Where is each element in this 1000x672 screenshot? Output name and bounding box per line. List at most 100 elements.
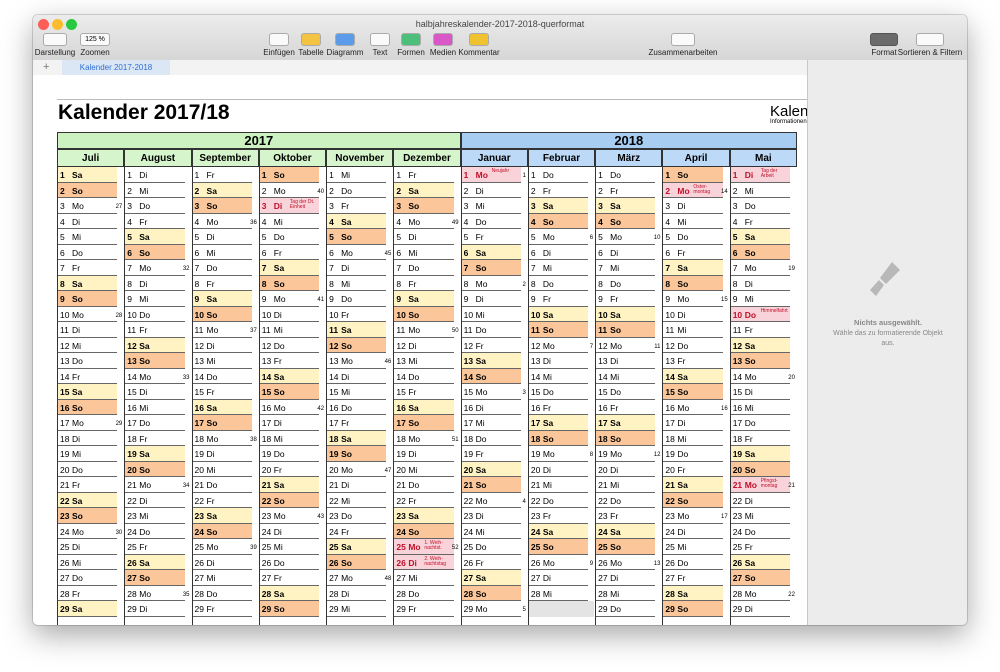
- weekday: Fr: [139, 216, 148, 227]
- day-number: 13: [732, 356, 743, 366]
- column-border: [258, 167, 326, 625]
- day-cell: 23 Mo 43: [259, 508, 324, 524]
- day-number: 18: [127, 433, 137, 444]
- weekday: Di: [139, 278, 148, 289]
- minimize-button[interactable]: [52, 19, 63, 30]
- day-number: 16: [732, 402, 743, 413]
- weekday: Fr: [408, 604, 417, 614]
- weekday: Do: [475, 542, 487, 552]
- week-number: 12: [653, 452, 661, 458]
- day-number: 23: [732, 511, 743, 521]
- weekday: So: [610, 325, 622, 335]
- day-number: 24: [530, 526, 541, 537]
- week-number: 49: [451, 219, 459, 226]
- day-number: 22: [60, 495, 70, 506]
- day-number: 16: [261, 402, 272, 413]
- day-cell: 25 Mo 52 1. Weih- nachtst.: [394, 539, 459, 555]
- day-cell: 19 Mo 8: [528, 446, 593, 462]
- day-cell: 27 Di: [528, 570, 589, 586]
- format-icon[interactable]: [870, 33, 898, 46]
- day-number: 8: [665, 278, 671, 289]
- collaborate-icon[interactable]: [671, 33, 695, 46]
- day-number: 27: [194, 573, 204, 583]
- day-cell: 15 Di: [730, 384, 790, 400]
- day-cell: 3 Fr: [327, 198, 387, 214]
- sort-icon[interactable]: [916, 33, 944, 46]
- add-sheet[interactable]: +: [43, 61, 50, 73]
- weekday: Mo: [341, 356, 353, 366]
- tool-icon[interactable]: [370, 33, 390, 46]
- weekday: Sa: [139, 557, 150, 568]
- day-number: 18: [665, 433, 675, 444]
- day-cell: 3 So: [192, 198, 252, 214]
- weekday: Fr: [744, 433, 753, 444]
- weekday: Fr: [408, 387, 417, 397]
- weekday: Mi: [341, 170, 351, 180]
- day-number: 18: [60, 433, 70, 444]
- weekday: Do: [408, 263, 420, 273]
- day-cell: 6 Mi: [394, 245, 454, 260]
- day-number: 21: [60, 480, 70, 490]
- day-cell: 3 Di: [663, 198, 723, 214]
- weekday: So: [139, 464, 151, 475]
- day-number: 26: [261, 557, 272, 568]
- weekday: Mo: [744, 480, 757, 490]
- day-number: 17: [261, 418, 272, 428]
- tool-icon[interactable]: [335, 33, 355, 46]
- tool-icon[interactable]: [469, 33, 489, 46]
- day-cell: 26 Di: [192, 555, 252, 570]
- day-cell: 15 So: [259, 384, 320, 400]
- day-number: 13: [60, 356, 70, 366]
- weekday: Fr: [206, 387, 215, 397]
- day-number: 29: [194, 604, 204, 614]
- empty-cell: [528, 601, 595, 617]
- day-cell: 6 Mi: [192, 245, 252, 260]
- weekday: Sa: [610, 201, 621, 211]
- day-number: 6: [127, 247, 132, 258]
- day-number: 26: [665, 557, 675, 568]
- day-cell: 21 Sa: [663, 477, 723, 493]
- sheet-tab[interactable]: Kalender 2017-2018: [62, 60, 170, 75]
- day-cell: 3 Do: [125, 198, 185, 214]
- day-cell: 5 Di: [394, 229, 454, 245]
- day-number: 20: [261, 464, 272, 475]
- sidebar-heading: Nichts ausgewählt.: [854, 318, 922, 327]
- day-cell: 7 Mi: [596, 260, 656, 276]
- day-number: 17: [127, 418, 137, 428]
- tool-icon[interactable]: [301, 33, 321, 46]
- day-number: 13: [530, 356, 541, 366]
- weekday: Di: [610, 356, 619, 366]
- weekday: Di: [341, 480, 350, 490]
- zoom-button[interactable]: [66, 19, 77, 30]
- day-cell: 9 Fr: [528, 291, 589, 307]
- day-cell: 11 So: [528, 322, 589, 338]
- weekday: Mi: [206, 247, 216, 258]
- weekday: Sa: [206, 402, 217, 413]
- close-button[interactable]: [38, 19, 49, 30]
- day-cell: 20 Mo 47: [327, 462, 391, 477]
- tool-icon[interactable]: [269, 33, 289, 46]
- tool-icon[interactable]: [401, 33, 421, 46]
- day-number: 3: [194, 201, 200, 211]
- zoom-select[interactable]: 125 %: [80, 33, 110, 46]
- day-number: 9: [329, 294, 334, 304]
- day-cell: 18 Di: [58, 431, 118, 446]
- week-number: 4: [522, 498, 526, 505]
- day-number: 25: [665, 542, 675, 552]
- day-cell: 19 Di: [192, 446, 252, 462]
- weekday: Mo: [408, 433, 421, 444]
- day-cell: 17 Sa: [596, 415, 656, 431]
- day-number: 20: [665, 464, 675, 475]
- weekday: Di: [475, 511, 484, 521]
- day-cell: 13 Fr: [663, 353, 723, 369]
- day-number: 23: [530, 511, 541, 521]
- column-border: [326, 167, 393, 625]
- day-cell: 4 Mo 36: [192, 214, 257, 229]
- weekday: Sa: [72, 278, 83, 289]
- day-cell: 9 So: [58, 291, 118, 307]
- day-number: 4: [530, 216, 536, 227]
- tool-icon[interactable]: [433, 33, 453, 46]
- weekday: Fr: [610, 185, 619, 196]
- day-cell: 14 Do: [192, 369, 252, 384]
- view-icon[interactable]: [43, 33, 67, 46]
